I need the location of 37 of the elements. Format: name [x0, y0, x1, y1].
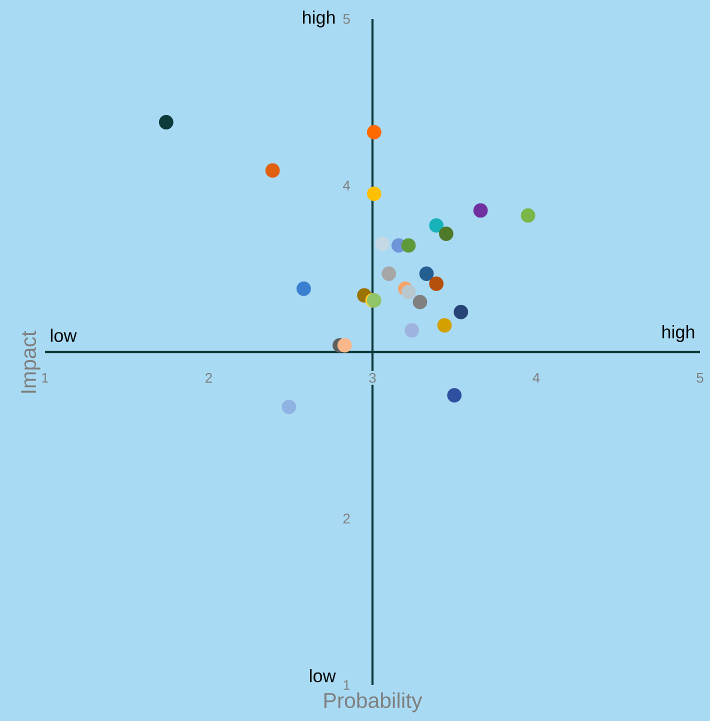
point — [429, 218, 444, 233]
x-tick-label: 1 — [42, 372, 48, 383]
point — [366, 125, 382, 140]
y-tick-label: 1 — [344, 680, 350, 690]
point — [419, 266, 434, 281]
point — [337, 338, 352, 353]
point — [366, 186, 382, 202]
point — [401, 284, 416, 300]
point — [282, 400, 296, 414]
point — [447, 388, 462, 402]
point — [437, 318, 452, 333]
y-axis-title: Impact — [21, 330, 40, 393]
x-tick-label: 4 — [532, 372, 540, 383]
annotation: high — [662, 325, 694, 342]
point — [265, 163, 280, 178]
x-tick-label: 3 — [369, 372, 376, 383]
point — [473, 203, 488, 218]
annotation: high — [303, 10, 335, 28]
point — [429, 276, 444, 291]
point — [158, 115, 174, 130]
annotation: low — [310, 669, 336, 682]
x-axis-title: Probability — [324, 692, 422, 712]
point — [438, 226, 454, 241]
x-tick-label: 2 — [206, 372, 212, 383]
point — [520, 208, 536, 223]
point — [375, 236, 390, 251]
x-tick-label: 5 — [696, 372, 704, 383]
point — [401, 238, 416, 253]
point — [382, 266, 396, 281]
y-tick-label: 5 — [343, 14, 350, 24]
point — [404, 323, 419, 338]
point — [296, 282, 311, 296]
y-tick-label: 2 — [343, 514, 350, 524]
annotation: low — [50, 328, 77, 342]
point — [412, 294, 428, 310]
point — [454, 304, 468, 320]
y-tick-label: 4 — [342, 180, 350, 190]
